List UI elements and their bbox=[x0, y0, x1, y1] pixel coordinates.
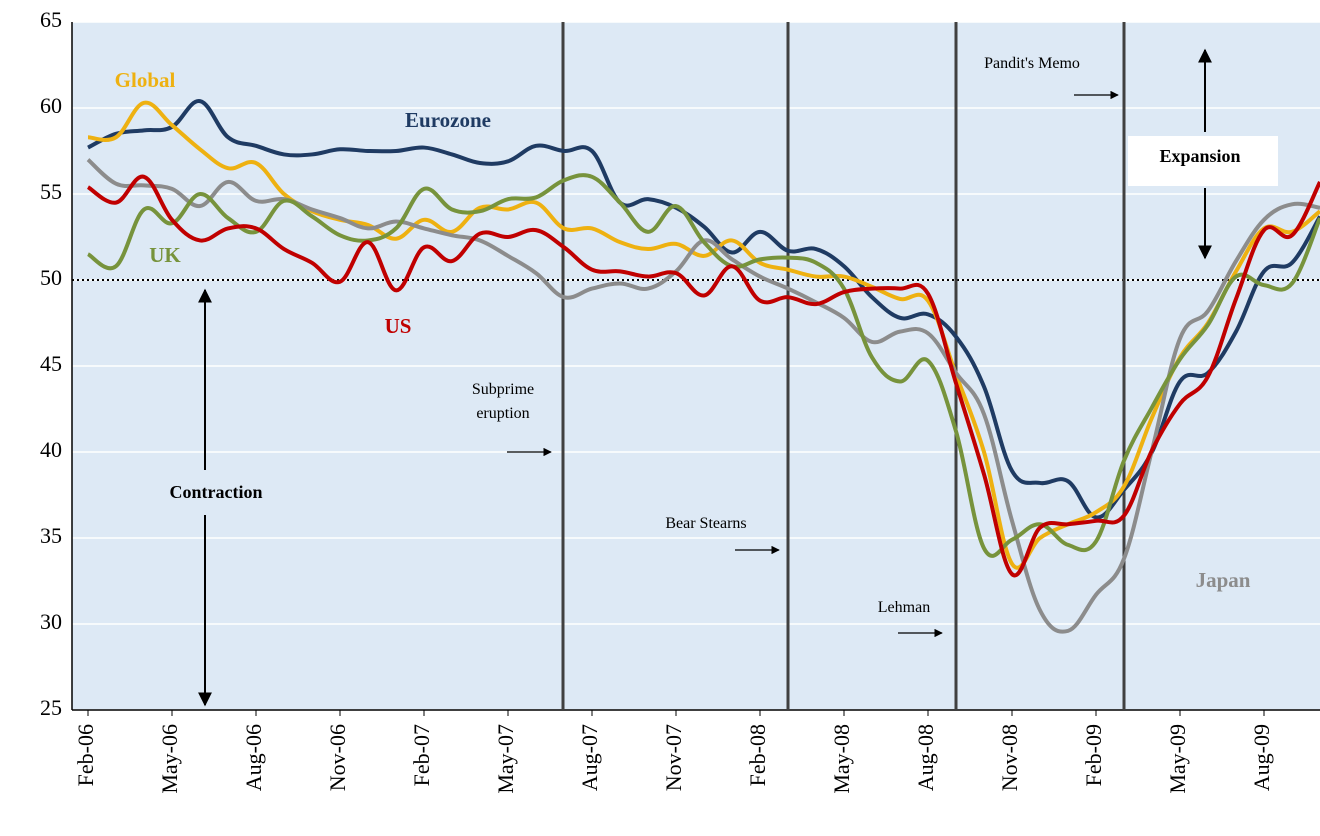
y-tick-label: 45 bbox=[40, 351, 62, 376]
y-tick-label: 30 bbox=[40, 609, 62, 634]
event-label: Pandit's Memo bbox=[984, 55, 1080, 72]
event-label-line: Subprime bbox=[472, 381, 534, 398]
event-label-line: Bear Stearns bbox=[665, 515, 746, 532]
x-tick-label: May-06 bbox=[157, 724, 182, 794]
series-line bbox=[86, 174, 1320, 578]
x-tick-label: Aug-06 bbox=[241, 724, 266, 791]
y-tick-label: 35 bbox=[40, 523, 62, 548]
event-label-line: Pandit's Memo bbox=[984, 55, 1080, 72]
x-tick-label: Feb-08 bbox=[745, 724, 770, 786]
y-tick-label: 50 bbox=[40, 265, 62, 290]
y-tick-label: 55 bbox=[40, 179, 62, 204]
x-tick-label: Feb-07 bbox=[409, 724, 434, 786]
x-tick-label: Nov-08 bbox=[997, 724, 1022, 791]
series-label: Eurozone bbox=[405, 108, 491, 132]
x-tick-label: Aug-07 bbox=[577, 724, 602, 791]
series-label: UK bbox=[149, 243, 181, 267]
region-label: Expansion bbox=[1159, 146, 1240, 166]
x-tick-label: May-08 bbox=[829, 724, 854, 794]
y-tick-label: 40 bbox=[40, 437, 62, 462]
x-tick-label: Nov-06 bbox=[325, 724, 350, 791]
series-label: Global bbox=[115, 68, 176, 92]
x-tick-label: Nov-07 bbox=[661, 724, 686, 791]
contraction-box bbox=[140, 472, 276, 514]
series-line bbox=[86, 173, 1320, 558]
x-tick-label: Feb-09 bbox=[1081, 724, 1106, 786]
x-tick-label: May-07 bbox=[493, 724, 518, 794]
x-tick-label: Aug-09 bbox=[1249, 724, 1274, 791]
x-tick-label: Feb-06 bbox=[73, 724, 98, 786]
y-tick-label: 65 bbox=[40, 7, 62, 32]
event-label-line: eruption bbox=[476, 405, 529, 422]
series-label: Japan bbox=[1196, 568, 1251, 592]
expansion-box bbox=[1128, 136, 1278, 186]
event-label: Lehman bbox=[878, 599, 930, 616]
x-tick-label: Aug-08 bbox=[913, 724, 938, 791]
series-label: US bbox=[385, 314, 412, 338]
y-tick-label: 60 bbox=[40, 93, 62, 118]
event-label: Bear Stearns bbox=[665, 515, 746, 532]
x-tick-label: May-09 bbox=[1165, 724, 1190, 794]
event-label: Subprime eruption bbox=[472, 381, 534, 422]
region-label: Contraction bbox=[170, 482, 263, 502]
event-label-line: Lehman bbox=[878, 599, 930, 616]
y-tick-label: 25 bbox=[40, 695, 62, 720]
